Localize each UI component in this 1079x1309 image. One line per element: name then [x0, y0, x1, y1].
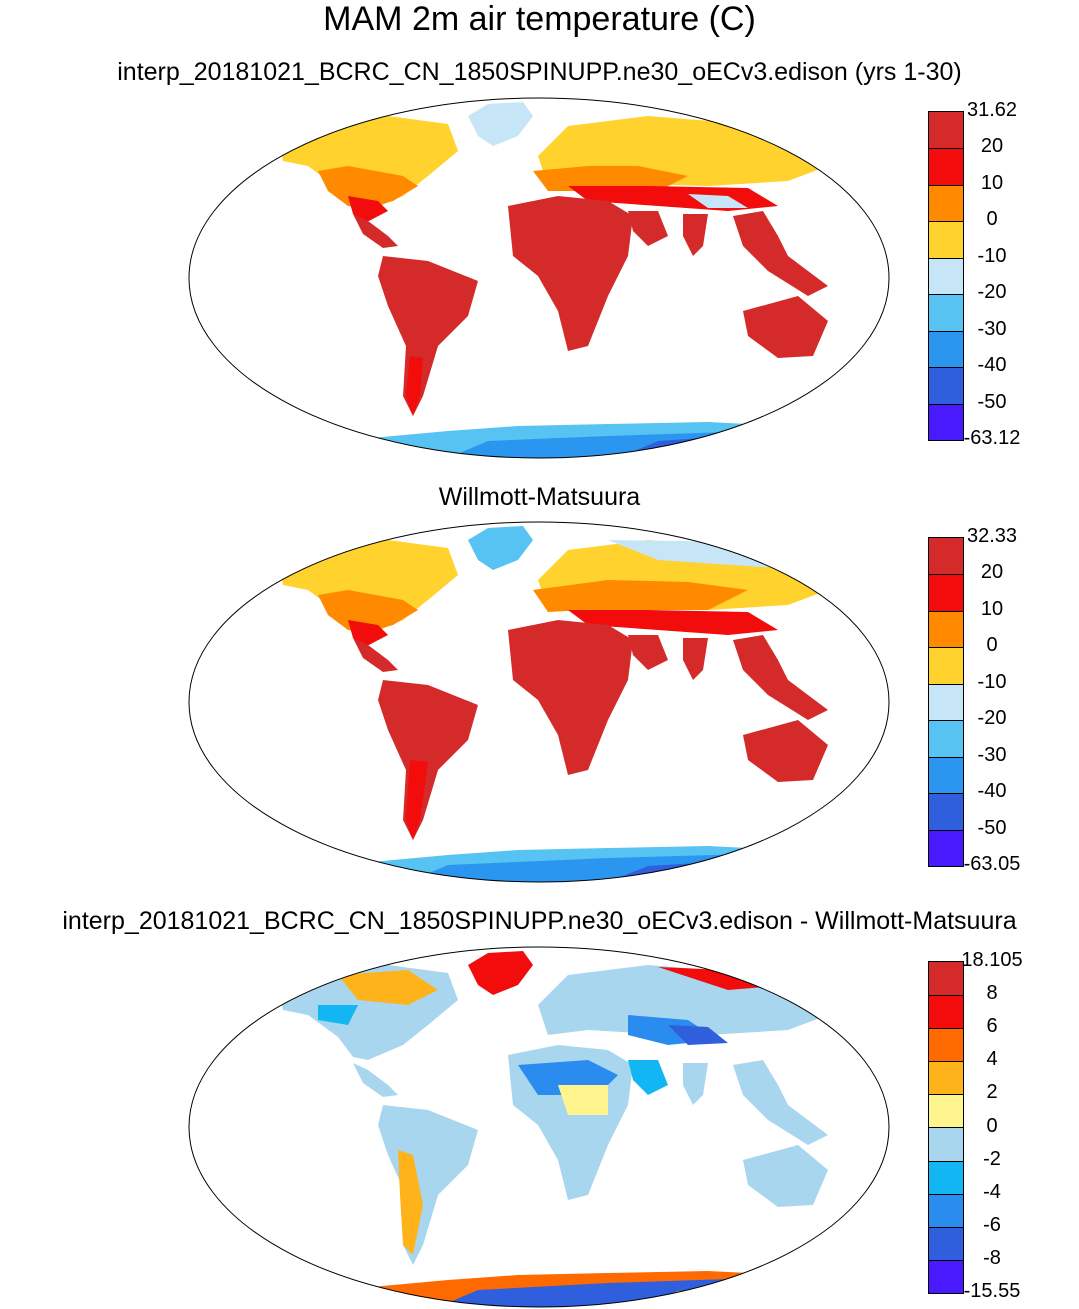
colorbar-swatch	[929, 294, 963, 331]
colorbar-label: -2	[983, 1147, 1001, 1170]
colorbar-swatch	[929, 829, 963, 866]
colorbar-swatch	[929, 221, 963, 258]
colorbar-label: -30	[977, 743, 1007, 766]
colorbar-swatch	[929, 148, 963, 185]
colorbar-label: 6	[986, 1015, 998, 1038]
figure-title: MAM 2m air temperature (C)	[323, 0, 756, 38]
colorbar-swatch	[929, 995, 963, 1029]
colorbar-swatch	[929, 1226, 963, 1260]
colorbar-swatch	[929, 793, 963, 830]
colorbar-label: 0	[986, 1114, 998, 1137]
colorbar-label: 31.62	[966, 99, 1018, 121]
colorbar-label: -4	[983, 1180, 1001, 1203]
colorbar-label: -50	[977, 816, 1007, 839]
panel-3-title: interp_20181021_BCRC_CN_1850SPINUPP.ne30…	[62, 907, 1017, 935]
panel-2-map	[188, 521, 890, 883]
colorbar-swatch	[929, 367, 963, 404]
colorbar-label: 4	[986, 1048, 998, 1071]
colorbar-label: 20	[980, 561, 1004, 584]
panel-1-colorbar	[928, 111, 964, 441]
panel-2-title: Willmott-Matsuura	[438, 483, 641, 511]
colorbar-swatch	[929, 962, 963, 996]
colorbar-swatch	[929, 610, 963, 648]
colorbar-swatch	[929, 330, 963, 368]
colorbar-label: 20	[980, 135, 1004, 158]
colorbar-swatch	[929, 756, 963, 794]
colorbar-swatch	[929, 1028, 963, 1062]
colorbar-swatch	[929, 1127, 963, 1161]
panel-2-land-fill	[278, 526, 838, 882]
colorbar-label: -50	[977, 390, 1007, 413]
colorbar-swatch	[929, 574, 963, 611]
panel-1-title: interp_20181021_BCRC_CN_1850SPINUPP.ne30…	[117, 58, 962, 86]
colorbar-label: -30	[977, 317, 1007, 340]
colorbar-swatch	[929, 647, 963, 684]
colorbar-label: 10	[980, 171, 1004, 194]
panel-3-map	[188, 946, 890, 1308]
colorbar-label: -40	[977, 354, 1007, 377]
colorbar-label: -10	[977, 670, 1007, 693]
colorbar-swatch	[929, 538, 963, 575]
colorbar-label: 18.105	[961, 949, 1023, 971]
colorbar-label: -10	[977, 244, 1007, 267]
panel-1-map	[188, 97, 890, 459]
panel-2-colorbar	[928, 537, 964, 867]
panel-1-land-fill	[278, 102, 838, 458]
colorbar-swatch	[929, 683, 963, 721]
colorbar-swatch	[929, 184, 963, 222]
colorbar-label: -20	[977, 281, 1007, 304]
colorbar-swatch	[929, 1259, 963, 1293]
colorbar-swatch	[929, 403, 963, 440]
colorbar-label: 2	[986, 1081, 998, 1104]
panel-3-colorbar	[928, 961, 964, 1294]
colorbar-label: 32.33	[966, 525, 1018, 547]
colorbar-label: -15.55	[963, 1280, 1021, 1302]
colorbar-label: -8	[983, 1246, 1001, 1269]
colorbar-swatch	[929, 112, 963, 149]
colorbar-swatch	[929, 1094, 963, 1128]
colorbar-label: 0	[986, 208, 998, 231]
colorbar-swatch	[929, 720, 963, 757]
colorbar-swatch	[929, 1160, 963, 1194]
colorbar-label: 0	[986, 634, 998, 657]
colorbar-swatch	[929, 1061, 963, 1095]
panel-3-land-fill	[278, 951, 838, 1307]
colorbar-swatch	[929, 257, 963, 295]
colorbar-label: -63.12	[963, 427, 1021, 449]
colorbar-label: -6	[983, 1213, 1001, 1236]
colorbar-label: 8	[986, 982, 998, 1005]
colorbar-label: -63.05	[963, 853, 1021, 875]
colorbar-label: -40	[977, 780, 1007, 803]
colorbar-label: -20	[977, 707, 1007, 730]
colorbar-swatch	[929, 1193, 963, 1227]
colorbar-label: 10	[980, 597, 1004, 620]
